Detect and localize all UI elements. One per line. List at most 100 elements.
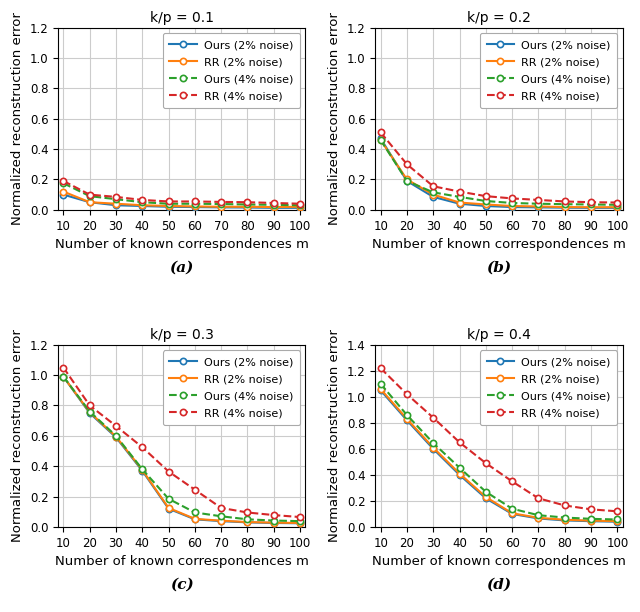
RR (4% noise) <box>270 512 278 519</box>
RR (2% noise) <box>270 519 278 526</box>
Ours (2% noise) <box>614 518 621 525</box>
Ours (2% noise) <box>377 135 385 142</box>
RR (4% noise) <box>508 478 516 485</box>
Ours (2% noise) <box>403 417 411 424</box>
Ours (4% noise) <box>60 373 67 380</box>
Ours (4% noise) <box>403 411 411 419</box>
Ours (4% noise) <box>614 516 621 523</box>
RR (4% noise) <box>377 365 385 372</box>
RR (4% noise) <box>164 198 172 205</box>
Ours (2% noise) <box>164 203 172 211</box>
Y-axis label: Normalized reconstruction error: Normalized reconstruction error <box>11 12 24 225</box>
Ours (4% noise) <box>244 201 252 208</box>
Ours (2% noise) <box>86 409 93 417</box>
RR (2% noise) <box>60 373 67 380</box>
Ours (2% noise) <box>534 204 542 211</box>
RR (2% noise) <box>508 203 516 210</box>
RR (4% noise) <box>60 364 67 371</box>
RR (4% noise) <box>86 191 93 198</box>
RR (2% noise) <box>377 386 385 393</box>
RR (2% noise) <box>164 203 172 210</box>
RR (2% noise) <box>164 504 172 512</box>
RR (2% noise) <box>534 514 542 521</box>
Line: RR (4% noise): RR (4% noise) <box>378 129 620 206</box>
Ours (4% noise) <box>164 495 172 502</box>
Ours (2% noise) <box>191 203 199 211</box>
Ours (2% noise) <box>244 519 252 526</box>
RR (2% noise) <box>218 517 225 524</box>
Text: (d): (d) <box>486 578 511 592</box>
RR (4% noise) <box>587 506 595 513</box>
Ours (4% noise) <box>138 466 146 473</box>
Line: RR (2% noise): RR (2% noise) <box>60 188 303 210</box>
Ours (4% noise) <box>296 201 304 209</box>
Line: Ours (2% noise): Ours (2% noise) <box>378 135 620 211</box>
Legend: Ours (2% noise), RR (2% noise), Ours (4% noise), RR (4% noise): Ours (2% noise), RR (2% noise), Ours (4%… <box>480 350 617 425</box>
RR (4% noise) <box>614 507 621 515</box>
RR (2% noise) <box>587 204 595 211</box>
Ours (4% noise) <box>112 195 120 203</box>
Line: RR (4% noise): RR (4% noise) <box>60 178 303 207</box>
Line: RR (4% noise): RR (4% noise) <box>378 365 620 515</box>
Ours (2% noise) <box>508 510 516 518</box>
Ours (4% noise) <box>403 177 411 185</box>
X-axis label: Number of known correspondences m: Number of known correspondences m <box>372 555 626 568</box>
RR (4% noise) <box>429 414 437 421</box>
RR (2% noise) <box>561 516 568 523</box>
Ours (2% noise) <box>191 516 199 523</box>
Ours (4% noise) <box>86 192 93 200</box>
Ours (2% noise) <box>270 204 278 212</box>
RR (2% noise) <box>296 203 304 211</box>
Ours (2% noise) <box>561 517 568 524</box>
Line: Ours (2% noise): Ours (2% noise) <box>60 192 303 211</box>
RR (2% noise) <box>377 136 385 144</box>
Ours (4% noise) <box>270 517 278 524</box>
Line: Ours (4% noise): Ours (4% noise) <box>60 373 303 524</box>
Title: k/p = 0.3: k/p = 0.3 <box>150 328 214 342</box>
Ours (4% noise) <box>508 200 516 207</box>
Title: k/p = 0.4: k/p = 0.4 <box>467 328 531 342</box>
RR (4% noise) <box>86 402 93 409</box>
RR (2% noise) <box>403 176 411 183</box>
RR (2% noise) <box>86 198 93 206</box>
Ours (4% noise) <box>377 136 385 144</box>
RR (2% noise) <box>508 510 516 517</box>
Ours (4% noise) <box>296 518 304 525</box>
RR (2% noise) <box>456 199 463 206</box>
Legend: Ours (2% noise), RR (2% noise), Ours (4% noise), RR (4% noise): Ours (2% noise), RR (2% noise), Ours (4%… <box>163 350 300 425</box>
Ours (2% noise) <box>270 520 278 527</box>
Ours (2% noise) <box>429 193 437 201</box>
RR (4% noise) <box>403 160 411 168</box>
Ours (2% noise) <box>218 204 225 211</box>
RR (4% noise) <box>191 198 199 205</box>
Ours (4% noise) <box>561 514 568 521</box>
RR (4% noise) <box>218 504 225 512</box>
RR (4% noise) <box>456 188 463 195</box>
RR (4% noise) <box>296 513 304 521</box>
Ours (4% noise) <box>456 464 463 471</box>
RR (2% noise) <box>534 203 542 210</box>
Ours (2% noise) <box>138 467 146 474</box>
X-axis label: Number of known correspondences m: Number of known correspondences m <box>55 555 308 568</box>
RR (4% noise) <box>403 390 411 398</box>
Ours (2% noise) <box>508 203 516 211</box>
Ours (2% noise) <box>218 518 225 525</box>
RR (4% noise) <box>218 198 225 206</box>
Ours (2% noise) <box>296 520 304 527</box>
Ours (2% noise) <box>587 204 595 212</box>
RR (2% noise) <box>429 444 437 451</box>
RR (4% noise) <box>270 200 278 207</box>
Ours (4% noise) <box>587 201 595 208</box>
Y-axis label: Normalized reconstruction error: Normalized reconstruction error <box>328 329 341 542</box>
Title: k/p = 0.2: k/p = 0.2 <box>467 11 531 25</box>
Ours (2% noise) <box>429 445 437 452</box>
RR (4% noise) <box>60 177 67 185</box>
Ours (4% noise) <box>60 179 67 187</box>
Y-axis label: Normalized reconstruction error: Normalized reconstruction error <box>11 329 24 542</box>
RR (2% noise) <box>482 493 490 501</box>
Ours (4% noise) <box>218 513 225 520</box>
RR (4% noise) <box>534 196 542 204</box>
Ours (2% noise) <box>482 203 490 210</box>
RR (2% noise) <box>587 517 595 524</box>
Ours (4% noise) <box>191 509 199 516</box>
